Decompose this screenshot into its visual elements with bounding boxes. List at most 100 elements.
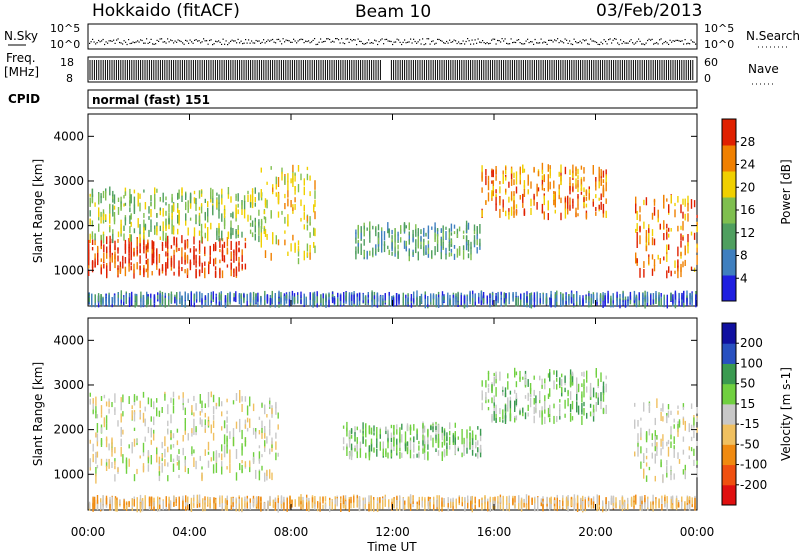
velocity-panel-mark [407,423,408,431]
velocity-panel-mark [357,444,358,452]
power-panel-mark [682,237,683,241]
power-panel-mark [694,200,695,207]
nsky-point [362,43,363,44]
power-panel-mark [434,222,435,232]
velocity-panel-mark [247,418,248,423]
nsky-point [560,40,561,41]
velocity-panel-mark [249,397,250,407]
velocity-panel-mark [662,434,663,441]
velocity-panel-mark [396,429,397,434]
velocity-panel-mark [215,503,216,509]
velocity-panel-mark [674,449,675,458]
velocity-panel-mark [226,417,227,423]
power-panel-mark [491,170,492,177]
velocity-panel-mark [94,497,95,505]
velocity-panel-mark [399,452,400,459]
velocity-panel-mark [530,398,531,408]
nsky-point [535,39,536,40]
power-panel-mark [491,181,492,184]
power-panel-mark [287,173,288,182]
freq-label: Freq. [6,51,36,65]
velocity-panel-mark [208,392,209,401]
nsky-point [275,42,276,43]
velocity-panel-mark [455,437,456,445]
power-panel-mark [466,242,467,251]
power-panel-mark [469,299,470,305]
velocity-panel-mark [109,504,110,511]
velocity-panel-mark [178,475,179,478]
velocity-panel-mark [275,433,276,439]
power-panel-mark [243,294,244,298]
power-panel-mark [159,294,160,304]
velocity-panel-mark [553,370,554,374]
power-panel-mark [218,210,219,219]
power-panel-mark [581,192,582,195]
velocity-panel-mark [122,430,123,435]
power-panel-mark [207,227,208,233]
nsky-point [434,44,435,45]
velocity-panel-mark [143,452,144,456]
power-panel-mark [522,203,523,208]
velocity-panel-mark [640,418,641,421]
power-panel-mark [94,262,95,268]
power-panel-mark [90,219,91,225]
power-panel-mark [231,270,232,277]
velocity-panel-mark [97,438,98,442]
velocity-panel-mark [193,412,194,416]
power-panel-mark [680,252,681,256]
nsky-point [109,40,110,41]
power-panel-mark [481,176,482,182]
power-panel-mark [252,197,253,201]
power-panel-mark [201,190,202,193]
power-panel-mark [118,298,119,302]
power-panel-mark [349,298,350,306]
power-panel-mark [245,264,246,270]
power-panel-mark [428,226,429,233]
nsky-point [176,42,177,43]
power-panel-mark [201,224,202,233]
power-panel-mark [625,297,626,301]
power-panel-mark [381,231,382,236]
velocity-panel-mark [670,426,671,434]
power-panel-mark [359,293,360,301]
power-panel-mark [306,298,307,305]
power-panel-mark [488,180,489,190]
nsky-point [554,39,555,40]
nsky-point [202,41,203,42]
power-panel-mark [559,172,560,177]
velocity-panel-mark [95,456,96,464]
power-panel-mark [255,222,256,226]
power-panel-mark [123,296,124,301]
velocity-panel-mark [278,424,279,429]
nsky-point [296,42,297,43]
velocity-panel-mark [343,426,344,429]
power-panel-mark [493,191,494,196]
power-panel-mark [146,292,147,299]
power-panel-mark [670,293,671,301]
power-panel-mark [468,253,469,258]
nsky-point [115,43,116,44]
velocity-panel-mark [495,418,496,423]
nsky-point [481,42,482,43]
power-panel-mark [261,168,262,173]
velocity-panel-mark [250,498,251,502]
power-panel-mark [152,271,153,275]
power-panel-mark [579,295,580,302]
power-panel-mark [266,234,267,240]
velocity-panel-mark [422,448,423,453]
nsky-point [557,38,558,39]
power-panel-mark [437,234,438,238]
velocity-panel-mark [159,411,160,417]
power-panel-mark [304,299,305,305]
nsky-point [563,42,564,43]
velocity-panel-mark [593,388,594,398]
power-panel-mark [236,242,237,247]
power-panel-mark [588,302,589,306]
nsky-point [295,40,296,41]
velocity-panel-mark [271,445,272,448]
velocity-panel-mark [200,411,201,416]
power-panel-mark [685,214,686,221]
power-panel-mark [485,169,486,175]
velocity-panel-mark [387,453,388,459]
power-panel-mark [128,263,129,272]
